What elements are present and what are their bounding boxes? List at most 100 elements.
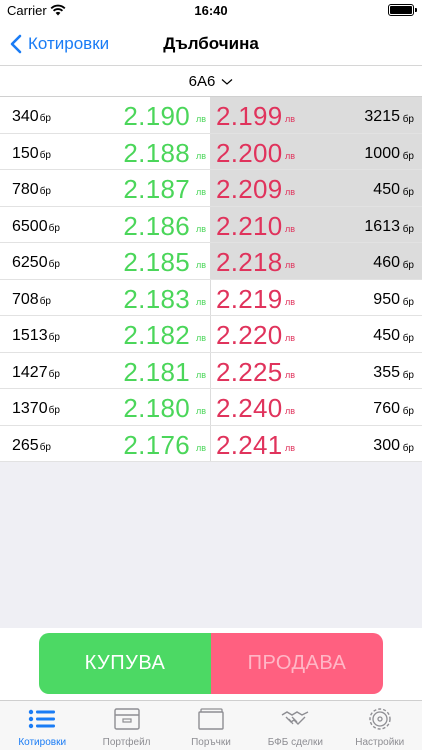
bid-quantity: 1370бр: [12, 400, 60, 418]
bid-qty-value: 1513: [12, 327, 48, 344]
qty-unit: бр: [39, 113, 51, 124]
bid-price: 2.186: [123, 210, 190, 241]
ask-cell: 2.240 лв 760 бр: [211, 389, 422, 425]
bid-quantity: 1513бр: [12, 327, 60, 345]
ask-quantity: 300: [373, 436, 400, 454]
ask-cell: 2.220 лв 450 бр: [211, 316, 422, 352]
ask-quantity: 355: [373, 363, 400, 381]
page-title: Дълбочина: [163, 34, 259, 53]
price-unit: лв: [285, 150, 296, 161]
chevron-down-icon: [221, 79, 233, 85]
price-unit: лв: [195, 114, 206, 124]
price-unit: лв: [285, 296, 296, 307]
tab-bse-trades[interactable]: БФБ сделки: [253, 701, 337, 750]
bid-price: 2.185: [123, 247, 190, 277]
tab-label: Котировки: [18, 737, 67, 748]
order-book-row: 6250бр 2.185 лв 2.218 лв 460 бр: [0, 243, 422, 280]
ask-cell: 2.200 лв 1000 бр: [211, 133, 422, 169]
price-unit: лв: [195, 260, 206, 270]
bid-quantity: 6250бр: [12, 254, 60, 272]
price-unit: лв: [195, 223, 206, 234]
price-unit: лв: [285, 114, 296, 124]
qty-unit: бр: [402, 223, 414, 235]
sell-button[interactable]: ПРОДАВА: [211, 633, 383, 694]
bid-cell: 1513бр 2.182 лв: [0, 316, 211, 352]
tab-label: Поръчки: [191, 737, 231, 748]
status-bar: Carrier 16:40: [0, 0, 422, 22]
price-unit: лв: [195, 296, 206, 307]
ask-cell: 2.219 лв 950 бр: [211, 280, 422, 316]
bid-quantity: 1427бр: [12, 364, 60, 382]
ask-price: 2.220: [216, 320, 283, 350]
tab-portfolio[interactable]: Портфейл: [84, 701, 168, 750]
price-unit: лв: [195, 369, 206, 380]
bid-qty-value: 708: [12, 290, 39, 308]
price-unit: лв: [285, 442, 296, 453]
bid-qty-value: 265: [12, 436, 39, 454]
bid-qty-value: 150: [12, 144, 39, 162]
ask-quantity: 3215: [364, 108, 400, 125]
bid-cell: 265бр 2.176 лв: [0, 425, 211, 461]
price-unit: лв: [195, 187, 206, 197]
symbol-label: 6A6: [188, 72, 216, 90]
ask-cell: 2.218 лв 460 бр: [211, 243, 422, 279]
ask-quantity: 450: [373, 181, 400, 198]
ask-price: 2.209: [216, 174, 283, 204]
bid-price: 2.187: [123, 174, 190, 204]
order-book-row: 6500бр 2.186 лв 2.210 лв 1613 бр: [0, 206, 422, 243]
tab-quotes[interactable]: Котировки: [0, 701, 84, 750]
qty-unit: бр: [402, 187, 414, 198]
order-book-row: 1513бр 2.182 лв 2.220 лв 450 бр: [0, 316, 422, 353]
bid-qty-value: 780: [12, 181, 39, 198]
bid-cell: 6250бр 2.185 лв: [0, 243, 211, 279]
carrier-label: Carrier: [7, 3, 47, 18]
qty-unit: бр: [402, 114, 414, 125]
price-unit: лв: [285, 187, 296, 197]
symbol-selector[interactable]: 6A6: [0, 66, 422, 97]
ask-price: 2.210: [216, 210, 283, 241]
order-book-row: 1370бр 2.180 лв 2.240 лв 760 бр: [0, 389, 422, 426]
back-button[interactable]: Котировки: [10, 30, 109, 58]
bid-quantity: 340бр: [12, 108, 51, 126]
bid-price: 2.180: [123, 393, 190, 423]
ask-cell: 2.225 лв 355 бр: [211, 353, 422, 389]
qty-unit: бр: [402, 442, 414, 454]
qty-unit: бр: [39, 186, 51, 197]
ask-quantity: 760: [373, 400, 400, 417]
order-book-row: 265бр 2.176 лв 2.241 лв 300 бр: [0, 425, 422, 462]
chevron-left-icon: [10, 34, 22, 54]
bid-quantity: 265бр: [12, 437, 51, 455]
ask-price: 2.199: [216, 101, 283, 131]
order-book-row: 150бр 2.188 лв 2.200 лв 1000 бр: [0, 133, 422, 170]
qty-unit: бр: [402, 406, 414, 417]
list-icon: [28, 709, 56, 729]
tab-orders[interactable]: Поръчки: [169, 701, 253, 750]
price-unit: лв: [285, 333, 296, 343]
ask-quantity: 460: [373, 254, 400, 271]
buy-button[interactable]: КУПУВА: [39, 633, 211, 694]
tab-settings[interactable]: Настройки: [338, 701, 422, 750]
qty-unit: бр: [402, 260, 414, 271]
orders-icon: [198, 708, 224, 730]
bid-cell: 708бр 2.183 лв: [0, 279, 211, 315]
order-book: 340бр 2.190 лв 2.199 лв 3215 бр 150бр 2.188 лв 2.2…: [0, 97, 422, 462]
price-unit: лв: [285, 406, 296, 416]
order-book-row: 1427бр 2.181 лв 2.225 лв 355 бр: [0, 352, 422, 389]
bid-quantity: 708бр: [12, 291, 51, 309]
gear-icon: [369, 708, 391, 730]
back-label: Котировки: [28, 34, 110, 53]
handshake-icon: [281, 711, 309, 725]
qty-unit: бр: [402, 296, 414, 308]
ask-price: 2.200: [216, 137, 283, 168]
ask-price: 2.240: [216, 393, 283, 423]
qty-unit: бр: [48, 405, 60, 416]
bid-price: 2.188: [123, 137, 190, 168]
qty-unit: бр: [48, 222, 60, 234]
qty-unit: бр: [48, 332, 60, 343]
order-book-row: 780бр 2.187 лв 2.209 лв 450 бр: [0, 170, 422, 207]
clock: 16:40: [194, 3, 228, 18]
qty-unit: бр: [39, 149, 51, 161]
qty-unit: бр: [48, 368, 60, 380]
qty-unit: бр: [402, 369, 414, 381]
qty-unit: бр: [39, 441, 51, 453]
